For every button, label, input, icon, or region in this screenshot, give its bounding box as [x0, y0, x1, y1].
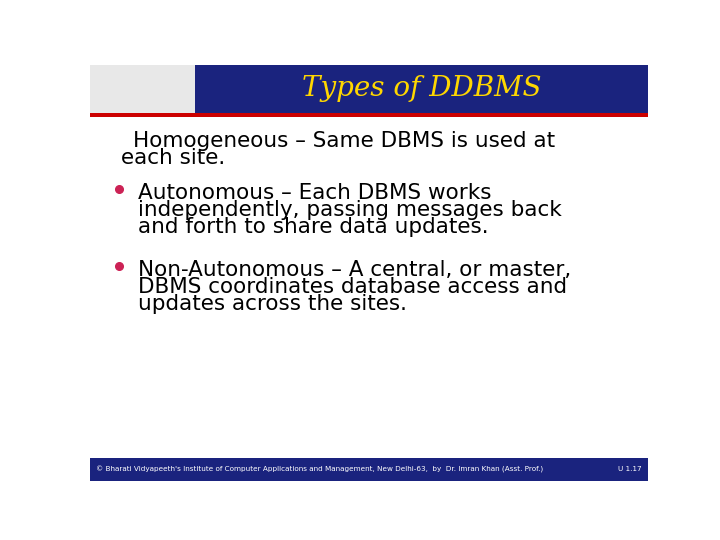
Text: updates across the sites.: updates across the sites. — [138, 294, 407, 314]
Text: each site.: each site. — [121, 148, 225, 168]
Text: independently, passing messages back: independently, passing messages back — [138, 200, 562, 220]
Text: Homogeneous – Same DBMS is used at: Homogeneous – Same DBMS is used at — [132, 131, 554, 151]
Text: Types of DDBMS: Types of DDBMS — [302, 75, 541, 102]
Text: and forth to share data updates.: and forth to share data updates. — [138, 217, 489, 237]
Bar — [90, 65, 648, 112]
Text: U 1.17: U 1.17 — [618, 466, 642, 472]
Text: Autonomous – Each DBMS works: Autonomous – Each DBMS works — [138, 184, 492, 204]
Text: DBMS coordinates database access and: DBMS coordinates database access and — [138, 278, 567, 298]
Text: © Bharati Vidyapeeth's Institute of Computer Applications and Management, New De: © Bharati Vidyapeeth's Institute of Comp… — [96, 465, 544, 472]
Bar — [90, 65, 194, 112]
Text: Non-Autonomous – A central, or master,: Non-Autonomous – A central, or master, — [138, 260, 571, 280]
Bar — [90, 457, 648, 481]
Bar — [90, 112, 648, 117]
